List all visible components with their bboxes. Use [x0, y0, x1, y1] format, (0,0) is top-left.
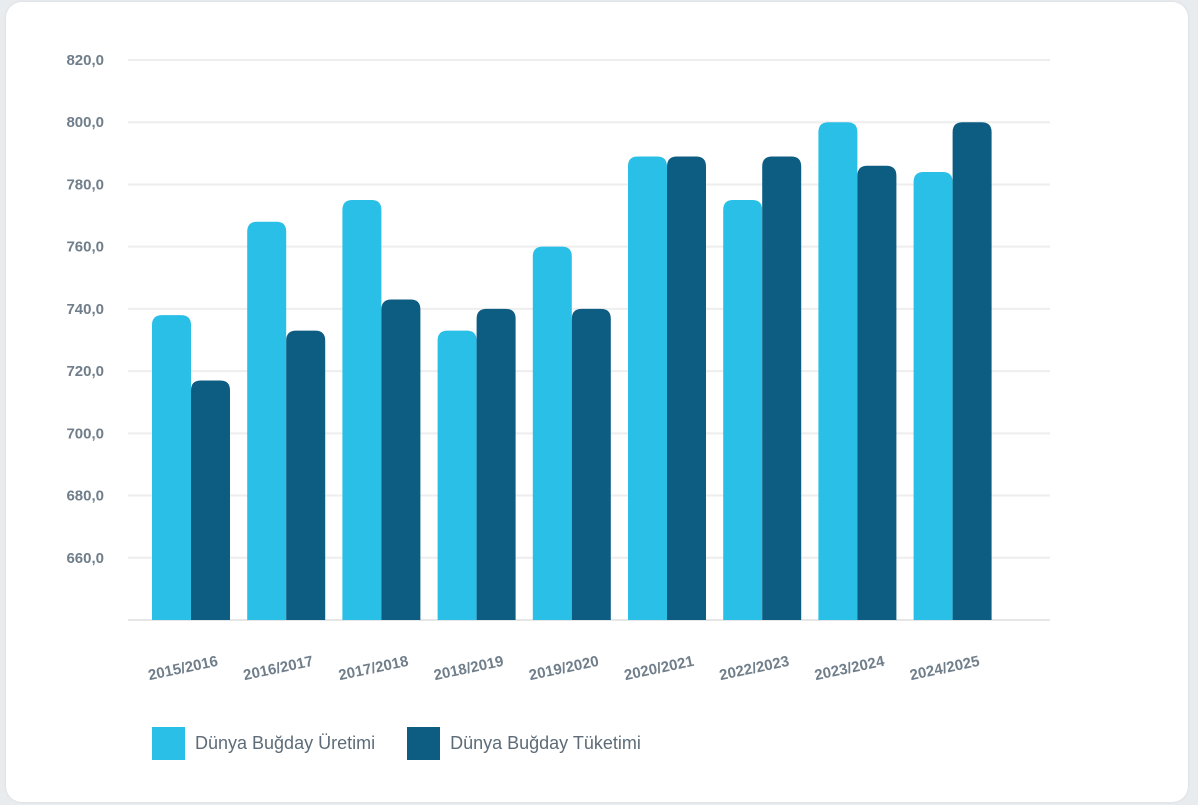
x-tick-label: 2022/2023 [718, 653, 791, 684]
x-axis-labels: 2015/2016 2016/2017 2017/2018 2018/2019 2019… [147, 653, 981, 685]
x-tick-label: 2020/2021 [623, 653, 696, 684]
bar-production [913, 172, 953, 620]
legend-swatch-production [152, 727, 185, 760]
x-tick-label: 2017/2018 [337, 653, 410, 684]
bar-production [247, 221, 287, 620]
bar-production [342, 200, 382, 620]
bar-consumption [286, 330, 326, 620]
bar-consumption [857, 165, 897, 620]
y-tick-label: 700,0 [66, 425, 104, 442]
bar-consumption [571, 308, 611, 620]
bar-consumption [191, 380, 230, 620]
bar-production [532, 246, 572, 620]
bar-consumption [381, 299, 421, 620]
bar-consumption [476, 308, 516, 620]
legend-item-production: Dünya Buğday Üretimi [152, 727, 375, 760]
y-tick-label: 740,0 [66, 301, 104, 318]
x-tick-label: 2018/2019 [432, 653, 505, 684]
y-axis-ticks: 660,0 680,0 700,0 720,0 740,0 760,0 780,0 800,0… [66, 52, 104, 567]
legend-item-consumption: Dünya Buğday Tüketimi [407, 727, 641, 760]
y-tick-label: 780,0 [66, 176, 104, 193]
y-tick-label: 680,0 [66, 488, 104, 505]
legend: Dünya Buğday Üretimi Dünya Buğday Tüketi… [152, 727, 673, 760]
legend-label-consumption: Dünya Buğday Tüketimi [450, 733, 641, 753]
y-tick-label: 800,0 [66, 114, 104, 131]
bars [152, 122, 992, 620]
bar-consumption [667, 156, 706, 620]
x-tick-label: 2024/2025 [908, 653, 981, 684]
bar-production [723, 200, 763, 620]
x-tick-label: 2015/2016 [147, 653, 220, 684]
legend-label-production: Dünya Buğday Üretimi [195, 733, 376, 753]
bar-production [818, 122, 858, 620]
y-tick-label: 760,0 [66, 239, 104, 256]
bar-production [152, 315, 191, 620]
x-tick-label: 2016/2017 [242, 653, 315, 684]
y-tick-label: 820,0 [66, 52, 104, 69]
x-tick-label: 2023/2024 [813, 653, 887, 685]
y-tick-label: 720,0 [66, 363, 104, 380]
legend-swatch-consumption [407, 727, 441, 760]
bar-consumption [952, 122, 992, 620]
bar-consumption [762, 156, 802, 620]
x-tick-label: 2019/2020 [527, 653, 600, 684]
y-tick-label: 660,0 [66, 550, 104, 567]
bar-production [628, 156, 667, 620]
bar-production [437, 330, 477, 620]
